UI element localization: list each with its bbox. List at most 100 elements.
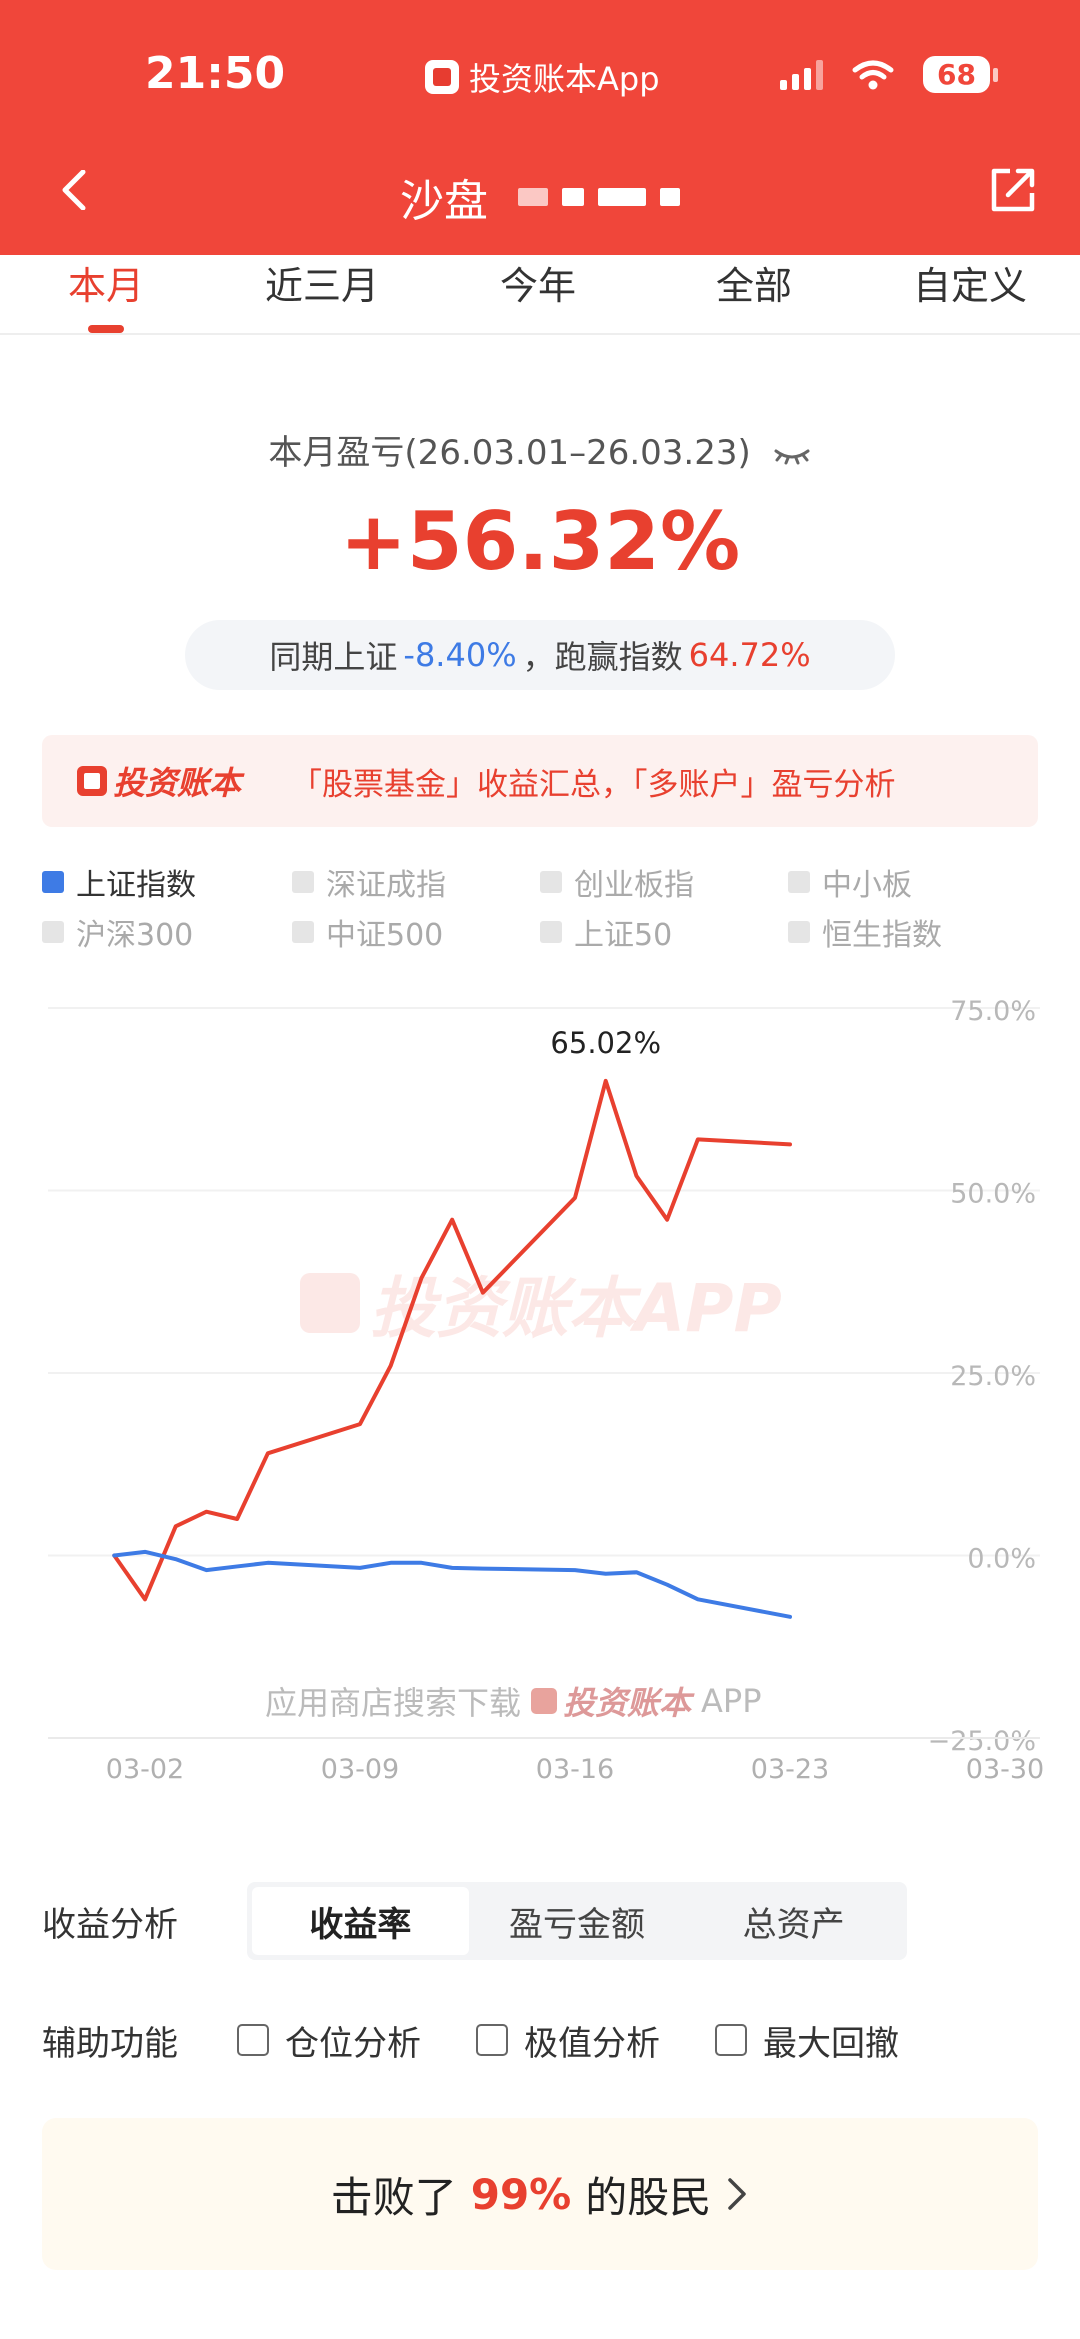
index-return-value: -8.40% xyxy=(403,636,517,674)
chart-footer-brand: 投资账本 xyxy=(531,1678,691,1724)
legend-label: 恒生指数 xyxy=(822,918,942,953)
legend-swatch xyxy=(788,871,810,893)
watermark-text: 投资账本APP xyxy=(370,1270,782,1347)
tab-this-year[interactable]: 今年 xyxy=(500,264,577,308)
legend-swatch xyxy=(42,921,64,943)
beat-prefix: 击败了 xyxy=(330,2172,457,2222)
watermark-logo-icon xyxy=(300,1273,360,1333)
chart-footer-prefix: 应用商店搜索下载 xyxy=(265,1684,522,1722)
legend-item-sse[interactable]: 上证指数 xyxy=(42,860,196,904)
seg-return-rate[interactable]: 收益率 xyxy=(252,1887,469,1955)
seg-total-assets[interactable]: 总资产 xyxy=(742,1904,845,1945)
x-tick-label: 03-23 xyxy=(751,1754,829,1785)
chart-footer-suffix: APP xyxy=(701,1682,762,1720)
chevron-right-icon xyxy=(728,2178,747,2210)
tab-indicator xyxy=(88,325,124,333)
x-tick-label: 03-30 xyxy=(966,1754,1044,1785)
period-summary-label: 本月盈亏(26.03.01–26.03.23) xyxy=(0,425,1080,474)
y-tick-label: 25.0% xyxy=(950,1361,1036,1392)
portfolio-line xyxy=(112,1078,792,1602)
beat-index-value: 64.72% xyxy=(688,636,811,674)
peak-value-label: 65.02% xyxy=(550,1026,661,1060)
check-label: 极值分析 xyxy=(524,2023,660,2064)
legend-swatch xyxy=(292,871,314,893)
legend-item-chinext[interactable]: 创业板指 xyxy=(540,860,694,904)
footer-brand-text: 投资账本 xyxy=(563,1684,692,1722)
index-comparison-pill: 同期上证 -8.40% ，跑赢指数 64.72% xyxy=(185,620,895,690)
checkbox[interactable] xyxy=(237,2024,269,2056)
returns-chart: 75.0% 50.0% 25.0% 0.0% −25.0% 03-02 03-09 03-16… xyxy=(48,996,1044,1785)
tab-this-month[interactable]: 本月 xyxy=(68,264,145,308)
share-icon[interactable] xyxy=(988,165,1038,215)
legend-label: 创业板指 xyxy=(574,868,694,903)
legend-item-hsi[interactable]: 恒生指数 xyxy=(788,910,942,954)
analysis-segmented-control: 收益率 盈亏金额 总资产 xyxy=(247,1882,907,1960)
wifi-icon xyxy=(852,60,894,89)
x-tick-label: 03-02 xyxy=(106,1754,184,1785)
tab-three-months[interactable]: 近三月 xyxy=(265,264,380,308)
analysis-label: 收益分析 xyxy=(42,1904,178,1945)
tab-all[interactable]: 全部 xyxy=(716,264,793,308)
promo-banner[interactable]: 投资账本 「股票基金」收益汇总，「多账户」盈亏分析 xyxy=(42,735,1038,827)
legend-item-csi300[interactable]: 沪深300 xyxy=(42,910,193,954)
signal-icon xyxy=(780,59,824,90)
compare-prefix: 同期上证 xyxy=(269,638,398,676)
legend-item-sse50[interactable]: 上证50 xyxy=(540,910,672,954)
chart-footer: 应用商店搜索下载 投资账本 APP xyxy=(265,1678,762,1724)
seg-pnl-amount[interactable]: 盈亏金额 xyxy=(509,1904,645,1945)
legend-swatch xyxy=(292,921,314,943)
y-tick-label: 50.0% xyxy=(950,1179,1036,1210)
beat-percentage: 99% xyxy=(470,2169,572,2219)
legend-swatch xyxy=(540,921,562,943)
checkbox[interactable] xyxy=(476,2024,508,2056)
y-tick-label: 75.0% xyxy=(950,996,1036,1027)
legend-item-szse[interactable]: 深证成指 xyxy=(292,860,446,904)
status-app-indicator: 投资账本App xyxy=(425,54,660,100)
period-label-text: 本月盈亏(26.03.01–26.03.23) xyxy=(268,433,751,473)
legend-swatch xyxy=(42,871,64,893)
legend-item-csi500[interactable]: 中证500 xyxy=(292,910,443,954)
check-position-analysis[interactable]: 仓位分析 xyxy=(237,2016,421,2065)
beat-investors-card[interactable]: 击败了 99% 的股民 xyxy=(42,2118,1038,2270)
index-line xyxy=(112,1549,792,1619)
page-title-text: 沙盘 xyxy=(400,176,488,227)
page-title: 沙盘 xyxy=(400,165,680,229)
promo-text: 「股票基金」收益汇总，「多账户」盈亏分析 xyxy=(291,766,896,803)
hide-eye-icon[interactable] xyxy=(772,443,812,467)
brand-logo: 投资账本 xyxy=(77,758,241,804)
check-label: 最大回撤 xyxy=(763,2023,899,2064)
back-icon[interactable] xyxy=(55,170,95,210)
x-tick-label: 03-09 xyxy=(321,1754,399,1785)
check-extreme-analysis[interactable]: 极值分析 xyxy=(476,2016,660,2065)
footer-logo-icon xyxy=(531,1688,558,1714)
tab-custom[interactable]: 自定义 xyxy=(913,264,1028,308)
brand-logo-text: 投资账本 xyxy=(113,764,242,802)
legend-label: 深证成指 xyxy=(326,868,446,903)
check-label: 仓位分析 xyxy=(285,2023,421,2064)
brand-logo-icon xyxy=(77,766,107,796)
legend-label: 沪深300 xyxy=(76,918,194,953)
compare-separator: ，跑赢指数 xyxy=(522,638,683,676)
checkbox[interactable] xyxy=(715,2024,747,2056)
legend-item-sme[interactable]: 中小板 xyxy=(788,860,912,904)
legend-label: 上证50 xyxy=(574,918,673,953)
status-time: 21:50 xyxy=(145,48,286,99)
header-bar: 21:50 投资账本App 68 沙盘 xyxy=(0,0,1080,260)
y-tick-label: −25.0% xyxy=(928,1726,1036,1757)
check-max-drawdown[interactable]: 最大回撤 xyxy=(715,2016,899,2065)
analysis-row: 收益分析 收益率 盈亏金额 总资产 xyxy=(42,1882,1042,1960)
status-app-name: 投资账本App xyxy=(469,60,660,98)
aux-label: 辅助功能 xyxy=(42,2023,178,2064)
legend-swatch xyxy=(788,921,810,943)
legend-swatch xyxy=(540,871,562,893)
redacted-name xyxy=(518,188,680,206)
period-tabs: 本月 近三月 今年 全部 自定义 xyxy=(0,255,1080,335)
app-icon xyxy=(425,60,459,94)
legend-label: 中小板 xyxy=(822,868,912,903)
legend-label: 上证指数 xyxy=(76,868,196,903)
status-icons: 68 xyxy=(780,56,998,93)
y-tick-label: 0.0% xyxy=(967,1544,1036,1575)
x-tick-label: 03-16 xyxy=(536,1754,614,1785)
aux-functions-row: 辅助功能 仓位分析 极值分析 最大回撤 xyxy=(42,2005,1042,2075)
battery-icon: 68 xyxy=(923,56,998,93)
